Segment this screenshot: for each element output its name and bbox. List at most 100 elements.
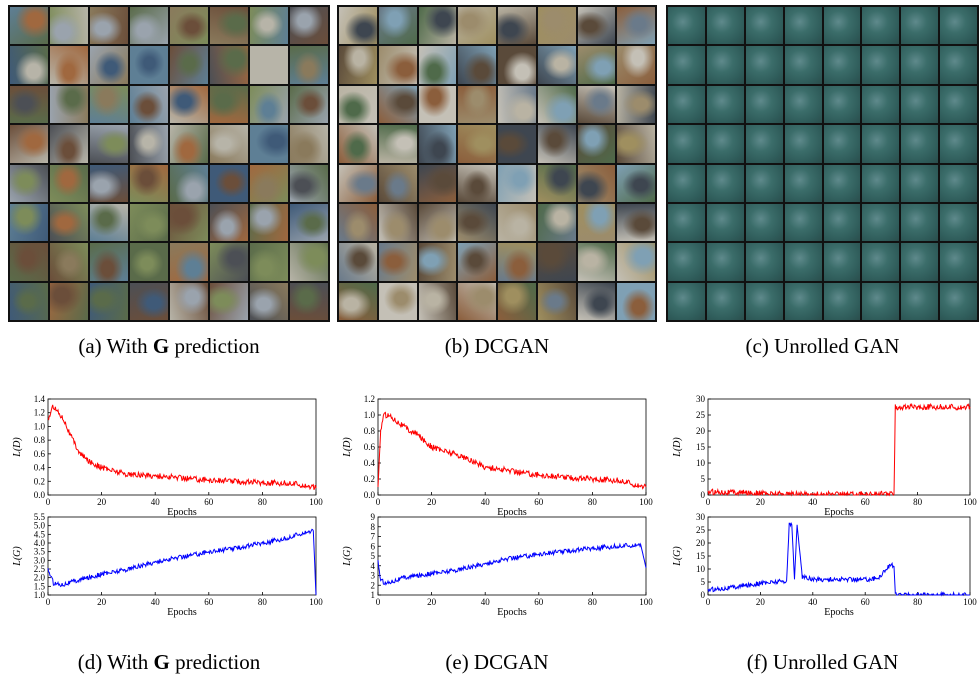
loss-chart-d-generator-with-g-prediction: 0 20 40 60 80 100 1.01.52.02.53.03.54.04.55.05… xyxy=(12,512,323,618)
sample-tile xyxy=(418,243,457,281)
y-tick-label: 5.0 xyxy=(34,521,46,531)
sample-tile xyxy=(458,85,496,124)
sample-tile xyxy=(90,243,128,281)
y-axis-label: L(D) xyxy=(12,437,23,458)
sample-tile xyxy=(823,282,861,320)
sample-tile xyxy=(940,243,977,281)
sample-tile xyxy=(784,7,822,45)
y-tick-label: 3 xyxy=(371,571,376,581)
sample-tile xyxy=(706,125,744,163)
sample-tile xyxy=(668,46,705,84)
y-tick-label: 10 xyxy=(696,564,706,574)
sample-tile xyxy=(940,46,977,84)
sample-tile xyxy=(617,282,655,320)
sample-tile xyxy=(577,243,616,281)
sample-tile xyxy=(50,243,88,281)
caption-a: (a) With G prediction xyxy=(78,334,260,358)
sample-tile xyxy=(170,243,208,281)
y-tick-label: 1.2 xyxy=(34,408,45,418)
y-tick-label: 15 xyxy=(696,442,706,452)
x-tick-label: 60 xyxy=(861,597,871,607)
sample-tile xyxy=(940,125,977,163)
sample-tile xyxy=(745,243,783,281)
plot-frame xyxy=(707,398,971,496)
sample-tile xyxy=(862,282,900,320)
y-tick-label: 3.5 xyxy=(34,547,46,557)
y-tick-label: 0 xyxy=(701,490,706,500)
sample-tile xyxy=(50,203,88,242)
sample-tile xyxy=(458,46,496,84)
y-tick-label: 20 xyxy=(696,538,706,548)
sample-tile xyxy=(940,7,977,45)
sample-tile xyxy=(90,46,128,84)
y-tick-label: 0.8 xyxy=(34,435,46,445)
sample-tile xyxy=(823,125,861,163)
sample-tile xyxy=(378,203,417,242)
y-tick-label: 1 xyxy=(371,590,376,600)
sample-tile xyxy=(577,125,616,163)
sample-tile xyxy=(130,85,168,124)
sample-tile xyxy=(537,125,576,163)
y-tick-label: 4.5 xyxy=(34,529,46,539)
sample-tile xyxy=(784,164,822,202)
y-axis-label: L(G) xyxy=(12,546,23,567)
y-tick-label: 0.6 xyxy=(364,442,376,452)
y-axis-label: L(D) xyxy=(672,437,683,458)
sample-grid-dcgan xyxy=(337,5,657,322)
x-tick-label: 100 xyxy=(963,597,977,607)
y-tick-label: 30 xyxy=(696,512,706,522)
sample-tile xyxy=(170,282,208,320)
sample-tile xyxy=(130,164,168,202)
sample-tile xyxy=(50,282,88,320)
sample-tile xyxy=(378,7,417,45)
plot-frame xyxy=(377,516,647,596)
sample-tile xyxy=(668,7,705,45)
sample-tile xyxy=(617,243,655,281)
sample-tile xyxy=(339,243,377,281)
sample-tile xyxy=(50,7,88,45)
sample-tile xyxy=(10,164,48,202)
y-axis-label: L(D) xyxy=(342,437,353,458)
sample-tile xyxy=(50,164,88,202)
sample-tile xyxy=(706,164,744,202)
x-tick-label: 0 xyxy=(376,597,381,607)
sample-tile xyxy=(378,85,417,124)
sample-tile xyxy=(210,125,248,163)
y-tick-label: 1.0 xyxy=(34,590,46,600)
sample-tile xyxy=(706,282,744,320)
sample-tile xyxy=(745,85,783,124)
sample-tile xyxy=(418,85,457,124)
sample-tile xyxy=(418,203,457,242)
y-tick-label: 25 xyxy=(696,525,706,535)
sample-tile xyxy=(130,282,168,320)
x-tick-label: 80 xyxy=(258,497,268,507)
sample-tile xyxy=(290,85,328,124)
sample-tile xyxy=(668,243,705,281)
sample-tile xyxy=(170,125,208,163)
sample-tile xyxy=(458,125,496,163)
x-tick-label: 100 xyxy=(309,597,323,607)
sample-tile xyxy=(458,203,496,242)
sample-tile xyxy=(706,243,744,281)
sample-tile xyxy=(745,46,783,84)
sample-tile xyxy=(498,243,536,281)
caption-c: (c) Unrolled GAN xyxy=(745,334,900,358)
sample-tile xyxy=(290,243,328,281)
y-tick-label: 7 xyxy=(371,532,376,542)
y-tick-label: 5.5 xyxy=(34,512,46,522)
sample-tile xyxy=(537,164,576,202)
sample-tile xyxy=(823,243,861,281)
x-tick-label: 20 xyxy=(427,597,437,607)
sample-tile xyxy=(577,282,616,320)
sample-tile xyxy=(901,125,939,163)
x-tick-label: 60 xyxy=(204,497,214,507)
x-tick-label: 20 xyxy=(756,497,766,507)
sample-tile xyxy=(90,164,128,202)
sample-tile xyxy=(940,282,977,320)
sample-tile xyxy=(458,243,496,281)
sample-tile xyxy=(339,203,377,242)
sample-tile xyxy=(823,46,861,84)
y-tick-label: 20 xyxy=(696,426,706,436)
sample-tile xyxy=(378,164,417,202)
sample-tile xyxy=(170,85,208,124)
